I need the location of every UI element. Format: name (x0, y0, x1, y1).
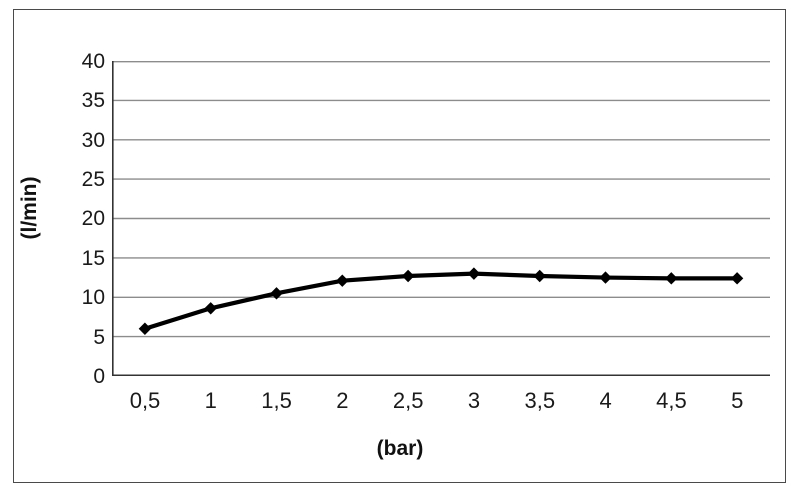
y-tick-label: 0 (93, 365, 105, 388)
data-point-marker (138, 322, 152, 335)
x-tick-label: 0,5 (129, 388, 161, 413)
x-axis-tick-labels: 0,5 1 1,5 2 2,5 3 3,5 4 4,5 5 (112, 388, 770, 423)
x-tick-label: 5 (731, 388, 744, 413)
data-point-marker (533, 269, 546, 283)
x-tick-label: 1 (204, 388, 217, 413)
data-point-marker (730, 272, 744, 285)
y-axis-title: (l/min) (18, 176, 41, 240)
data-point-marker (270, 287, 283, 300)
data-point-marker (599, 271, 612, 284)
plot-svg (112, 61, 770, 376)
data-point-marker (336, 274, 349, 287)
figure-border (13, 9, 786, 483)
data-point-marker (401, 269, 415, 283)
gridlines (112, 61, 770, 338)
y-tick-label: 25 (81, 168, 105, 191)
data-point-marker (665, 272, 678, 285)
plot-area (112, 61, 770, 376)
y-tick-label: 35 (81, 89, 105, 112)
y-tick-label: 5 (93, 326, 105, 349)
data-point-marker (204, 302, 217, 315)
x-tick-label: 3 (467, 388, 481, 413)
y-tick-label: 15 (81, 247, 105, 270)
data-point-marker (467, 267, 481, 280)
x-tick-label: 4,5 (656, 388, 687, 413)
x-tick-label: 1,5 (261, 388, 292, 413)
x-tick-label: 2,5 (392, 388, 424, 413)
y-tick-label: 30 (81, 129, 105, 152)
x-tick-label: 4 (599, 388, 612, 413)
y-tick-label: 20 (81, 207, 105, 230)
data-series-line (142, 271, 740, 331)
y-tick-label: 10 (81, 286, 105, 309)
y-axis-tick-labels: 40 35 30 25 20 15 10 5 0 (55, 0, 105, 493)
x-axis-title: (bar) (376, 437, 424, 460)
x-tick-label: 3,5 (524, 388, 556, 413)
x-tick-label: 2 (336, 388, 349, 413)
y-tick-label: 40 (81, 50, 105, 73)
